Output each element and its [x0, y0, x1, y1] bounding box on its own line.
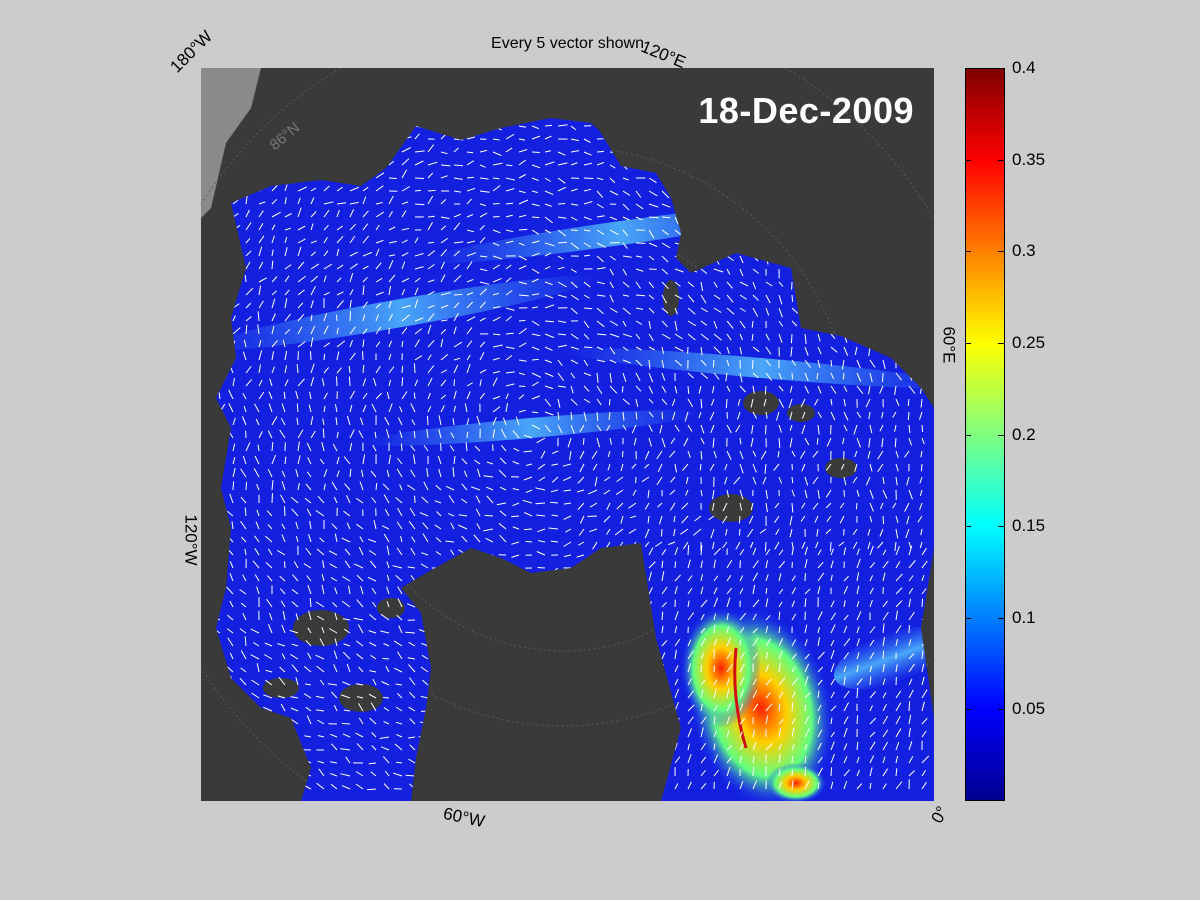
colorbar-tick-label: 0.4 — [1012, 58, 1036, 77]
colorbar-tick-mark — [998, 251, 1004, 253]
date-label: 18-Dec-2009 — [698, 90, 914, 131]
colorbar-tick-mark — [998, 526, 1004, 528]
sea-ice-drift-map: 18-Dec-2009 — [201, 68, 934, 801]
lon-label-60e: 60°E — [939, 326, 959, 364]
colorbar-tick-mark — [965, 159, 971, 161]
colorbar-tick-mark — [965, 709, 971, 711]
plot-title: Every 5 vector shown — [491, 35, 644, 52]
islands — [263, 280, 857, 712]
colorbar-tick-mark — [998, 617, 1004, 619]
lon-label-0: 0° — [927, 802, 952, 827]
colorbar-tick-label: 0.2 — [1012, 424, 1036, 444]
colorbar-tick-mark — [998, 68, 1004, 69]
colorbar-tick-label: 0.15 — [1012, 516, 1046, 536]
colorbar-tick-label: 0.25 — [1012, 332, 1046, 352]
colorbar-tick-label: 0.35 — [1012, 149, 1046, 169]
colorbar-tick-mark — [998, 434, 1004, 436]
colorbar-tick-mark — [965, 434, 971, 436]
colorbar-tick-mark — [965, 68, 971, 69]
colorbar-tick-mark — [965, 526, 971, 528]
colorbar-tick-mark — [965, 251, 971, 253]
map-canvas — [201, 68, 934, 801]
colorbar-tick-label: 0.1 — [1012, 607, 1036, 627]
colorbar-tick-mark — [998, 709, 1004, 711]
land-outside-domain — [201, 68, 261, 218]
colorbar-tick-label: 0.3 — [1012, 241, 1036, 261]
colorbar-tick-mark — [965, 617, 971, 619]
colorbar-tick-mark — [998, 342, 1004, 344]
colorbar-tick-mark — [998, 159, 1004, 161]
lon-label-60w: 60°W — [441, 803, 487, 832]
colorbar-tick-label: 0.05 — [1012, 699, 1046, 719]
lon-label-120w: 120°W — [181, 514, 201, 566]
colorbar-tick-mark — [965, 342, 971, 344]
